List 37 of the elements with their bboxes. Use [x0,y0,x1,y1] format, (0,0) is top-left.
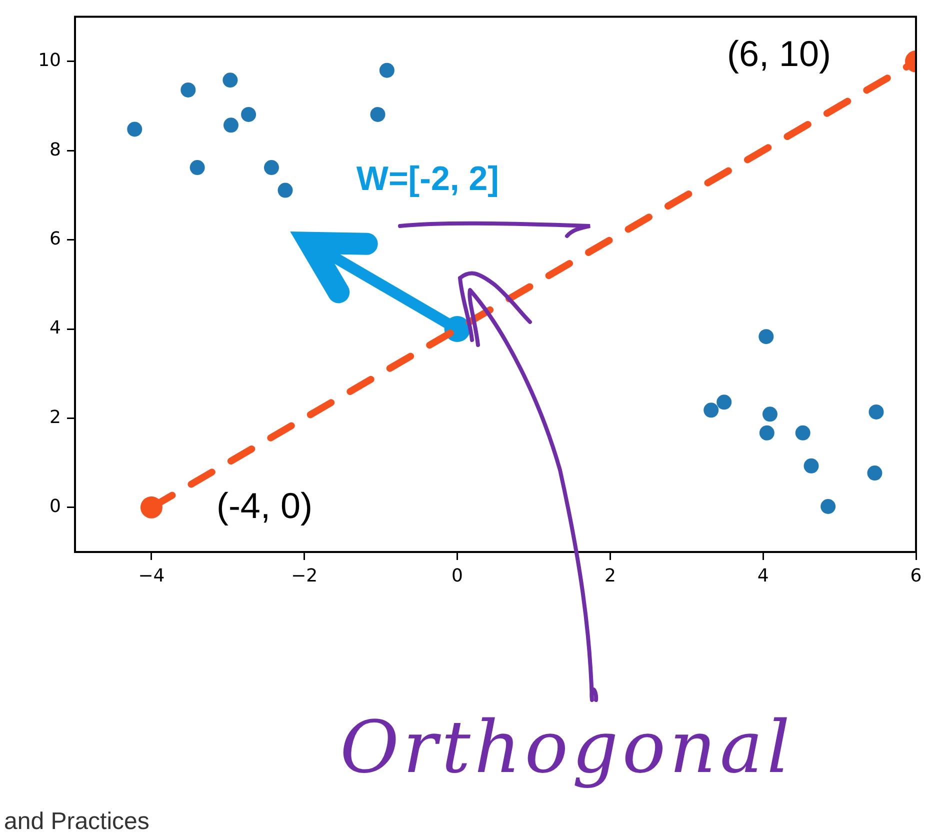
annotation: (-4, 0) [216,485,312,528]
point [867,466,882,481]
point [759,425,774,440]
x-tick-label: −2 [291,565,318,586]
annotation: (6, 10) [727,33,832,76]
point [758,329,774,344]
point [278,182,293,198]
point [795,425,810,440]
x-tick-label: 2 [604,565,616,586]
point [762,406,778,422]
x-tick-label: 0 [452,565,463,586]
point [804,458,819,474]
point [820,499,836,514]
x-tick-label: 4 [757,565,769,586]
point [223,118,238,133]
point [868,404,884,420]
point [127,122,142,137]
point [241,106,256,122]
annotation: W=[-2, 2] [356,160,499,199]
point [379,62,394,78]
point [264,160,279,176]
y-tick-label: 2 [50,406,61,428]
point [180,82,196,98]
point [370,106,386,122]
x-tick-label: −4 [138,565,165,586]
y-tick-label: 0 [50,496,61,518]
y-tick-label: 10 [38,50,61,72]
point [190,160,205,176]
x-tick-label: 6 [910,565,922,586]
point [716,394,732,410]
point [704,402,719,418]
y-tick-label: 4 [50,318,61,339]
text: and Practices [4,808,150,836]
y-tick-label: 6 [50,228,61,250]
y-tick-label: 8 [50,139,61,160]
point [222,72,238,88]
text: Orthogonal [340,705,794,789]
